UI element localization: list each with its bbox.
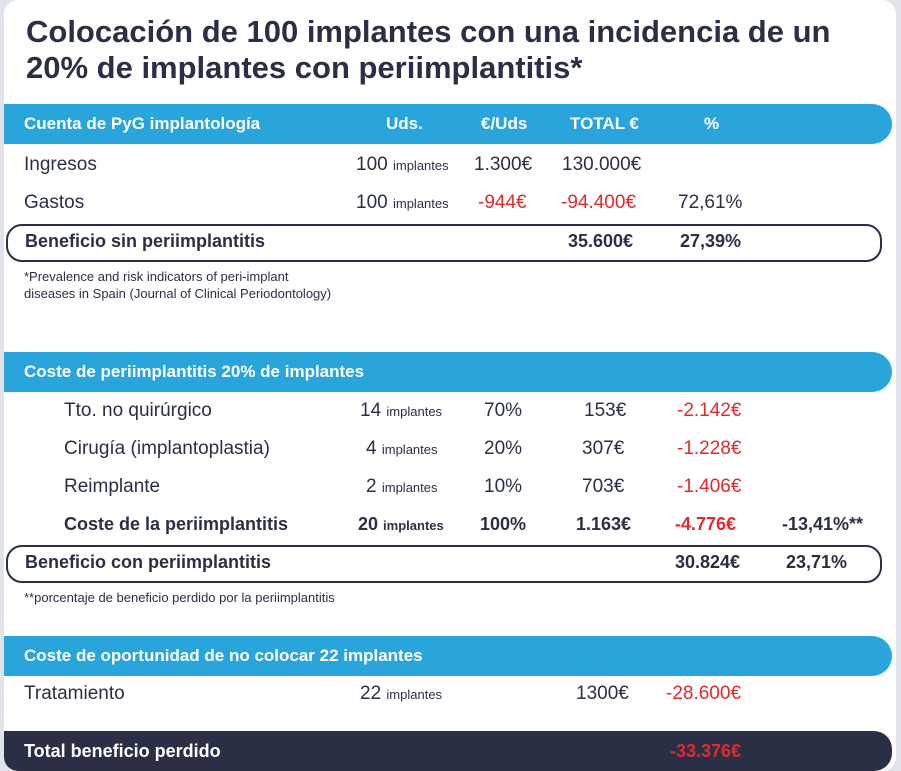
total-bar: Total beneficio perdido -33.376€	[4, 731, 892, 771]
row-label: Reimplante	[64, 476, 161, 497]
row-price: 307€	[582, 438, 625, 459]
oportunidad-header-label: Coste de oportunidad de no colocar 22 im…	[24, 646, 423, 665]
coste-header-bar: Coste de periimplantitis 20% de implante…	[4, 352, 892, 392]
page-title: Colocación de 100 implantes con una inci…	[26, 14, 831, 85]
row-total: -4.776€	[675, 514, 737, 534]
row-price: 1.163€	[576, 514, 632, 534]
total-label: Total beneficio perdido	[24, 741, 221, 761]
row-pct: 100%	[480, 514, 527, 534]
row-label: Cirugía (implantoplastia)	[64, 438, 270, 459]
row-price: -944€	[478, 192, 527, 213]
pyg-header-total: TOTAL €	[570, 114, 639, 133]
row-label: Coste de la periimplantitis	[64, 514, 289, 534]
source-note: *Prevalence and risk indicators of peri-…	[24, 269, 332, 301]
row-price: 153€	[584, 400, 627, 421]
row-total: 130.000€	[562, 154, 642, 175]
profit-without-pct: 27,39%	[680, 231, 742, 251]
row-pct: 20%	[484, 438, 523, 459]
row-qty: 100 implantes	[356, 154, 449, 175]
cost-sum-row: Coste de la periimplantitis 20 implantes…	[4, 508, 892, 544]
row-price: 703€	[582, 476, 625, 497]
row-pct: 72,61%	[678, 192, 743, 213]
table-row: Ingresos 100 implantes 1.300€ 130.000€	[4, 148, 892, 184]
row-qty: 4 implantes	[366, 438, 438, 459]
profit-with-pct: 23,71%	[786, 552, 848, 572]
row-pct: 10%	[484, 476, 523, 497]
table-row: Cirugía (implantoplastia) 4 implantes 20…	[4, 432, 892, 468]
row-price: 1.300€	[474, 154, 533, 175]
pyg-header-pct: %	[704, 114, 720, 133]
table-row: Tratamiento 22 implantes 1300€ -28.600€	[4, 677, 892, 713]
report-card: Colocación de 100 implantes con una inci…	[4, 0, 896, 771]
table-row: Gastos 100 implantes -944€ -94.400€ 72,6…	[4, 186, 892, 222]
profit-without-label: Beneficio sin periimplantitis	[25, 231, 266, 251]
row-label: Ingresos	[24, 154, 97, 175]
row-total: -94.400€	[561, 192, 637, 213]
pyg-header-label: Cuenta de PyG implantología	[24, 114, 261, 133]
pyg-header-bar: Cuenta de PyG implantología Uds. €/Uds T…	[4, 104, 892, 144]
row-price: 1300€	[576, 683, 629, 704]
table-row: Reimplante 2 implantes 10% 703€ -1.406€	[4, 470, 892, 506]
row-qty: 2 implantes	[366, 476, 438, 497]
profit-with-label: Beneficio con periimplantitis	[25, 552, 272, 572]
profit-with-box: Beneficio con periimplantitis 30.824€ 23…	[6, 545, 882, 583]
row-total: -2.142€	[677, 400, 742, 421]
profit-with-total: 30.824€	[675, 552, 741, 572]
coste-header-label: Coste de periimplantitis 20% de implante…	[24, 362, 365, 381]
row-total: -1.228€	[677, 438, 742, 459]
profit-without-total: 35.600€	[568, 231, 634, 251]
total-value: -33.376€	[670, 741, 742, 761]
row-pct: 70%	[484, 400, 523, 421]
lost-pct-note: **porcentaje de beneficio perdido por la…	[24, 590, 335, 605]
row-qty: 20 implantes	[358, 514, 444, 534]
row-total: -1.406€	[677, 476, 742, 497]
row-label: Tto. no quirúrgico	[64, 400, 212, 421]
row-lost-pct: -13,41%**	[782, 514, 864, 534]
pyg-header-uds: Uds.	[386, 114, 423, 133]
row-qty: 100 implantes	[356, 192, 449, 213]
row-label: Gastos	[24, 192, 85, 213]
row-label: Tratamiento	[24, 683, 125, 704]
oportunidad-header-bar: Coste de oportunidad de no colocar 22 im…	[4, 636, 892, 676]
table-row: Tto. no quirúrgico 14 implantes 70% 153€…	[4, 394, 892, 430]
row-qty: 22 implantes	[360, 683, 443, 704]
pyg-header-eur-uds: €/Uds	[481, 114, 528, 133]
row-qty: 14 implantes	[360, 400, 443, 421]
row-total: -28.600€	[666, 683, 742, 704]
profit-without-box: Beneficio sin periimplantitis 35.600€ 27…	[6, 224, 882, 262]
